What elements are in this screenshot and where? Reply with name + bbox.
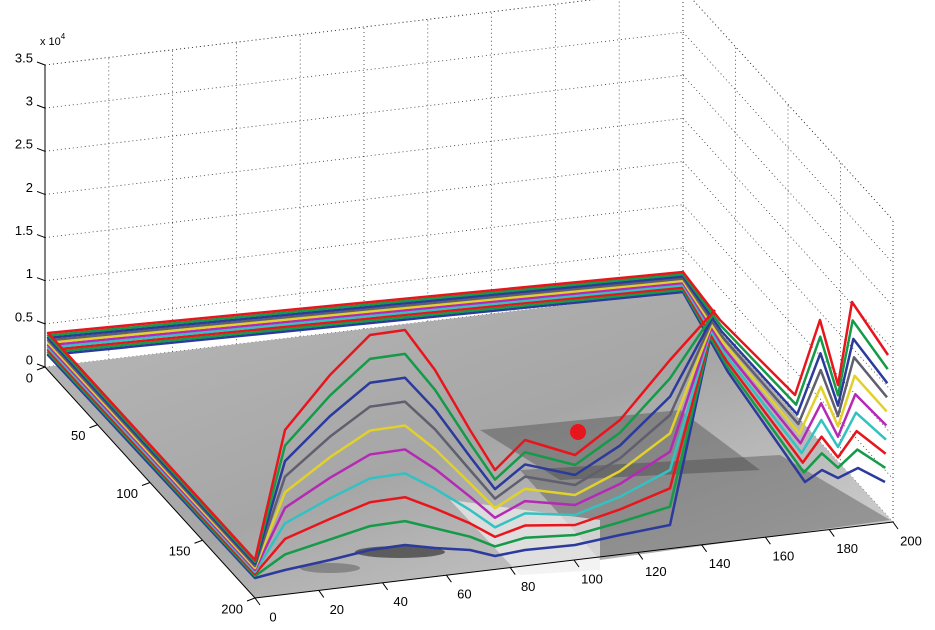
z-tick — [37, 191, 45, 194]
y-tick — [195, 540, 203, 543]
z-tick — [37, 278, 45, 281]
z-tick-label: 0 — [26, 352, 33, 367]
y-tick — [90, 425, 98, 428]
y-tick-label: 100 — [116, 486, 138, 501]
x-tick — [702, 545, 707, 552]
x-tick — [446, 575, 451, 582]
z-multiplier-base: x 10 — [40, 36, 61, 48]
x-tick-label: 60 — [457, 587, 471, 602]
grid-line — [683, 32, 893, 263]
x-tick-label: 140 — [709, 556, 731, 571]
chart: x 104 00.511.522.533.5020406080100120140… — [0, 0, 935, 630]
x-tick-label: 100 — [581, 571, 603, 586]
y-tick — [247, 598, 255, 601]
x-tick-label: 120 — [645, 564, 667, 579]
z-tick-label: 2 — [26, 180, 33, 195]
y-tick-label: 200 — [221, 601, 243, 616]
marker-dot — [570, 424, 586, 440]
x-tick — [383, 583, 388, 590]
z-tick-label: 0.5 — [15, 309, 33, 324]
z-tick-label: 3 — [26, 94, 33, 109]
y-tick-label: 50 — [71, 428, 85, 443]
z-tick — [37, 148, 45, 151]
z-tick — [37, 105, 45, 108]
x-tick-label: 160 — [773, 549, 795, 564]
y-tick — [142, 483, 150, 486]
z-tick — [37, 321, 45, 324]
x-tick-label: 20 — [330, 602, 344, 617]
grid-line — [45, 75, 683, 151]
z-tick — [37, 62, 45, 65]
x-tick — [319, 590, 324, 597]
z-multiplier-exponent: 4 — [61, 32, 66, 41]
x-tick-label: 200 — [900, 533, 922, 548]
y-tick — [37, 367, 45, 370]
x-tick-label: 80 — [521, 579, 535, 594]
x-tick — [893, 522, 898, 529]
x-tick — [765, 537, 770, 544]
x-tick-label: 40 — [393, 594, 407, 609]
x-tick — [255, 598, 260, 605]
x-tick — [829, 530, 834, 537]
z-tick-label: 1 — [26, 266, 33, 281]
y-tick-label: 150 — [169, 544, 191, 559]
z-multiplier: x 104 — [40, 32, 66, 48]
z-tick-label: 3.5 — [15, 50, 33, 65]
x-tick-label: 0 — [269, 609, 276, 624]
z-tick — [37, 235, 45, 238]
z-tick-label: 2.5 — [15, 137, 33, 152]
z-tick — [37, 364, 45, 367]
x-tick-label: 180 — [836, 541, 858, 556]
z-tick-label: 1.5 — [15, 223, 33, 238]
y-tick-label: 0 — [26, 370, 33, 385]
